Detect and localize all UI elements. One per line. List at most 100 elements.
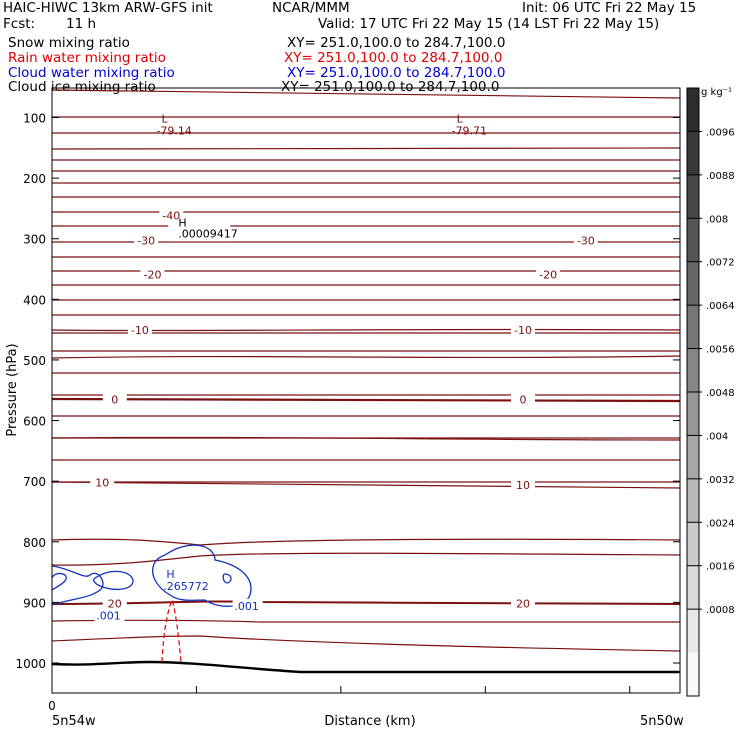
- field-name-rain: Rain water mixing ratio: [8, 50, 166, 66]
- y-tick-label: 600: [23, 415, 46, 429]
- y-tick-label: 100: [23, 112, 46, 126]
- y-tick-label: 700: [23, 475, 46, 489]
- colorbar-segment: [687, 609, 699, 654]
- contour-label-bg: [573, 233, 598, 247]
- temperature-contour-label: 10: [516, 479, 530, 492]
- y-tick-label: 800: [23, 536, 46, 550]
- field-xy-snow: XY= 251.0,100.0 to 284.7,100.0: [287, 35, 506, 51]
- field-xy-rain: XY= 251.0,100.0 to 284.7,100.0: [284, 50, 503, 66]
- temperature-contour-label: 0: [111, 393, 118, 406]
- cloud-water-contour: [51, 565, 104, 606]
- snow-high-bg: [168, 219, 231, 242]
- init-time: Init: 06 UTC Fri 22 May 15: [522, 0, 697, 16]
- cloud-water-contours: [51, 544, 252, 607]
- contour-label-bg: [159, 208, 184, 222]
- contour-label-bg: [102, 392, 127, 406]
- temperature-contour-label: -30: [137, 235, 155, 248]
- x-tick-label-origin: 0: [48, 699, 56, 713]
- colorbar-segment: [687, 174, 699, 219]
- temperature-contour-label: -30: [577, 235, 595, 248]
- low-value: -79.14: [156, 125, 191, 138]
- temperature-contour-line: [51, 538, 681, 546]
- colorbar-tick-label: .0088: [706, 171, 735, 182]
- temperature-contour-line: [51, 552, 681, 566]
- x-right-location: 5n50w: [640, 714, 684, 729]
- temperature-contour-label: 20: [516, 598, 530, 611]
- y-axis-title: Pressure (hPa): [5, 343, 20, 436]
- colorbar-tick-label: .0072: [706, 258, 735, 269]
- colorbar-tick-label: .0048: [706, 388, 735, 399]
- low-marker: L: [457, 113, 464, 126]
- colorbar-segment: [687, 435, 699, 480]
- field-xy-cloud-ice: XY= 251.0,100.0 to 284.7,100.0: [281, 79, 500, 95]
- colorbar-segment: [687, 348, 699, 393]
- temperature-contour-line: [51, 328, 681, 332]
- temperature-contour-label: -20: [143, 268, 161, 281]
- contour-label-bg: [511, 392, 535, 406]
- y-tick-label: 1000: [15, 657, 46, 671]
- forecast-label: Fcst:: [3, 16, 36, 32]
- temperature-contours: [51, 89, 681, 674]
- colorbar-unit: g kg⁻¹: [701, 87, 732, 98]
- field-xy-cloud-water: XY= 251.0,100.0 to 284.7,100.0: [287, 65, 506, 81]
- y-tick-label: 300: [23, 233, 46, 247]
- cloud-high-value: .265772: [163, 580, 209, 593]
- y-tick-label: 400: [23, 293, 46, 307]
- contour-label-bg: [134, 233, 159, 247]
- cloud-high-marker: H: [166, 568, 174, 581]
- colorbar-tick-label: .004: [706, 431, 728, 442]
- colorbar-tick-label: .0024: [706, 518, 735, 529]
- cloud-label-bg: [94, 608, 125, 622]
- colorbar-segment: [687, 261, 699, 306]
- cloud-water-contour: [51, 572, 67, 591]
- colorbar-segment: [687, 565, 699, 610]
- y-tick-label: 900: [23, 596, 46, 610]
- temperature-contour-line: [51, 481, 681, 489]
- x-axis-title: Distance (km): [324, 714, 415, 729]
- field-name-cloud-water: Cloud water mixing ratio: [8, 65, 175, 81]
- colorbar-tick-label: .0064: [706, 301, 735, 312]
- colorbar-tick-label: .0096: [706, 127, 735, 138]
- snow-high-marker: H: [178, 216, 186, 229]
- cloud-water-contour: [222, 573, 232, 584]
- contour-label-bg: [511, 596, 535, 610]
- temperature-contour-line: [51, 619, 680, 623]
- rain-water-contour: [161, 598, 182, 663]
- contour-label-bg: [511, 477, 535, 491]
- field-name-snow: Snow mixing ratio: [8, 35, 130, 51]
- y-tick-label: 200: [23, 172, 46, 186]
- colorbar-segment: [687, 131, 699, 176]
- temperature-contour-label: -10: [131, 324, 149, 337]
- plot-frame: [51, 87, 681, 694]
- snow-high-value: .00009417: [178, 227, 238, 240]
- valid-time: Valid: 17 UTC Fri 22 May 15 (14 LST Fri …: [318, 16, 660, 32]
- contour-label-bg: [511, 323, 535, 337]
- terrain-line: [51, 660, 680, 674]
- colorbar-segment: [687, 88, 699, 132]
- temperature-contour-label: -20: [539, 268, 557, 281]
- contour-label-bg: [536, 267, 561, 281]
- contour-label-bg: [140, 267, 165, 281]
- x-left-location: 5n54w: [52, 714, 96, 729]
- contour-label-bg: [127, 323, 152, 337]
- temperature-contour-label: -10: [514, 324, 532, 337]
- cloud-water-contour: [152, 544, 252, 607]
- temperature-contour-line: [51, 635, 681, 652]
- chart-title: HAIC-HIWC 13km ARW-GFS init: [3, 0, 213, 16]
- forecast-hour: 11 h: [66, 16, 97, 32]
- colorbar-segment: [687, 652, 699, 697]
- temperature-contour-line: [51, 147, 681, 150]
- temperature-contour-line: [51, 397, 681, 403]
- temperature-contour-label: 20: [108, 598, 122, 611]
- temperature-contour-label: 0: [520, 393, 527, 406]
- temperature-contour-line: [51, 355, 681, 359]
- cloud-label-bg: [232, 598, 263, 612]
- cloud-water-contour-label: .001: [234, 600, 259, 613]
- temperature-contour-line: [51, 89, 681, 99]
- colorbar-tick-label: .0032: [706, 475, 735, 486]
- colorbar-tick-label: .0016: [706, 562, 735, 573]
- colorbar: .0096 .0088 .008 .0072 .0064 .0056 .0048 .004 .0…: [686, 87, 735, 697]
- low-value: -79.71: [452, 125, 487, 138]
- colorbar-segment: [687, 305, 699, 350]
